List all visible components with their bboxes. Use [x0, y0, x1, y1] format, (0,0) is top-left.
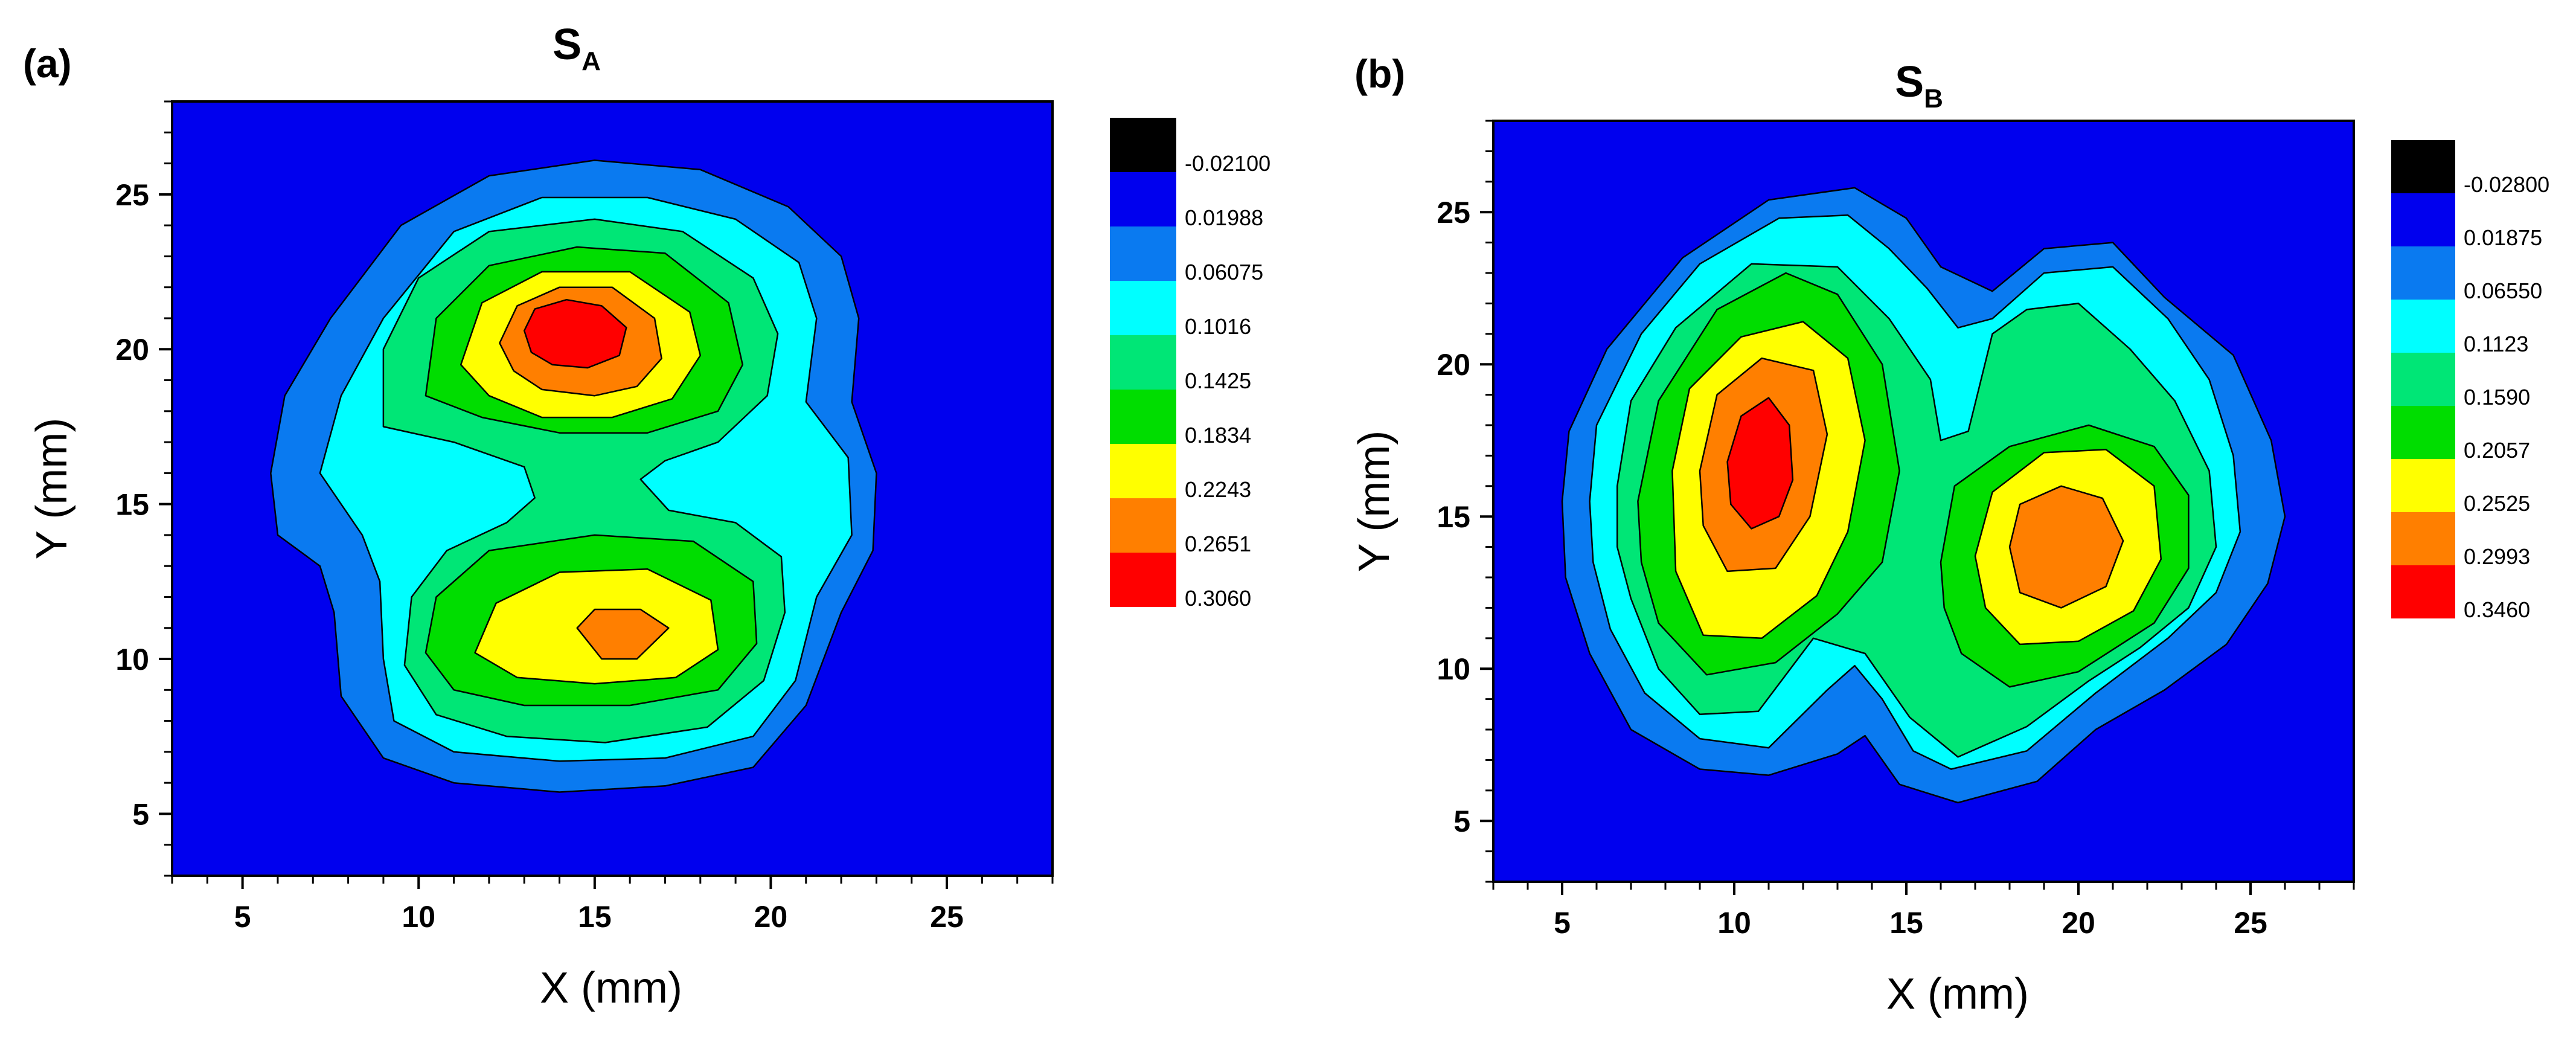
chart-panel-a: 5 10 15 20 25 5 10 15 20 25 X (mm) Y (mm) (a) SA -0.02…	[23, 21, 1270, 1012]
legend-label: 0.1016	[1185, 314, 1251, 339]
x-axis-label: X (mm)	[1886, 970, 2029, 1018]
x-tick-label: 5	[234, 900, 251, 934]
y-tick-label: 25	[1437, 196, 1470, 230]
x-tick-label: 10	[1717, 906, 1751, 940]
chart-title: SA	[553, 21, 601, 76]
legend-label: 0.1123	[2464, 332, 2528, 356]
y-tick-label: 10	[115, 643, 149, 676]
legend-swatch	[1110, 118, 1176, 172]
contour-regions	[1561, 187, 2286, 804]
panel-letter: (b)	[1354, 51, 1405, 96]
legend-swatch	[2391, 353, 2455, 406]
legend-swatch	[1110, 553, 1176, 607]
legend-swatch	[1110, 226, 1176, 281]
legend-label: 0.2651	[1185, 531, 1251, 556]
y-tick-label: 10	[1437, 652, 1470, 686]
legend-label: 0.2525	[2464, 491, 2530, 516]
legend-label: 0.06550	[2464, 278, 2542, 303]
legend-label: 0.2243	[1185, 477, 1251, 502]
contour-region-level-7	[523, 298, 627, 369]
chart-title-main: S	[553, 21, 582, 69]
y-tick-label: 25	[115, 178, 149, 212]
x-axis-label: X (mm)	[540, 964, 682, 1012]
contour-region-level-6	[2008, 485, 2124, 609]
contour-region-level-7	[1726, 397, 1794, 530]
legend-swatch	[1110, 335, 1176, 390]
y-tick-label: 20	[115, 333, 149, 367]
legend-swatch	[2391, 246, 2455, 300]
legend-swatch	[2391, 512, 2455, 565]
legend-label: 0.1425	[1185, 368, 1251, 393]
x-tick-label: 20	[754, 900, 788, 934]
legend-label: 0.2993	[2464, 544, 2530, 569]
panel-letter: (a)	[23, 41, 72, 86]
legend-label: 0.1834	[1185, 423, 1251, 448]
legend-swatch	[2391, 140, 2455, 193]
y-tick-label: 15	[115, 488, 149, 522]
chart-title: SB	[1895, 58, 1943, 114]
legend-label: -0.02100	[1185, 151, 1270, 176]
y-tick-label: 15	[1437, 500, 1470, 534]
legend-label: 0.3060	[1185, 586, 1251, 611]
x-tick-label: 20	[2062, 906, 2095, 940]
legend-swatch	[2391, 459, 2455, 512]
legend-label: 0.1590	[2464, 385, 2530, 409]
colorbar-legend: -0.02100 0.01988 0.06075 0.1016 0.1425 0.1834…	[1110, 118, 1270, 611]
colorbar-legend: -0.02800 0.01875 0.06550 0.1123 0.1590 0.2057…	[2391, 140, 2549, 622]
chart-title-subscript: A	[582, 47, 601, 76]
legend-swatch	[1110, 444, 1176, 498]
chart-panel-b: 5 10 15 20 25 5 10 15 20 25 X (mm) Y (mm) (b) SB -0.02…	[1350, 51, 2549, 1018]
legend-swatch	[1110, 390, 1176, 444]
legend-label: 0.2057	[2464, 438, 2530, 463]
legend-label: 0.06075	[1185, 260, 1263, 284]
y-axis-label: Y (mm)	[1350, 431, 1399, 573]
legend-label: 0.01875	[2464, 225, 2542, 250]
plot-frame	[171, 100, 1054, 877]
x-tick-label: 15	[578, 900, 612, 934]
legend-swatch	[2391, 565, 2455, 618]
y-tick-label: 5	[132, 797, 149, 831]
x-tick-label: 25	[930, 900, 964, 934]
chart-title-main: S	[1895, 58, 1924, 106]
x-tick-label: 5	[1554, 906, 1571, 940]
legend-swatch	[2391, 300, 2455, 353]
y-tick-label: 20	[1437, 348, 1470, 382]
legend-label: 0.01988	[1185, 205, 1263, 230]
y-axis-label: Y (mm)	[28, 418, 76, 560]
chart-title-subscript: B	[1924, 84, 1943, 114]
legend-label: 0.3460	[2464, 597, 2530, 622]
legend-label: -0.02800	[2464, 172, 2549, 197]
legend-swatch	[1110, 172, 1176, 226]
contour-regions	[270, 159, 877, 793]
x-tick-label: 25	[2234, 906, 2267, 940]
legend-swatch	[2391, 193, 2455, 246]
contour-region-level-6	[576, 608, 670, 660]
x-tick-label: 10	[402, 900, 435, 934]
x-tick-label: 15	[1889, 906, 1923, 940]
legend-swatch	[1110, 498, 1176, 553]
legend-swatch	[2391, 406, 2455, 459]
y-tick-label: 5	[1453, 804, 1470, 838]
legend-swatch	[1110, 281, 1176, 335]
plot-frame	[1492, 120, 2355, 883]
